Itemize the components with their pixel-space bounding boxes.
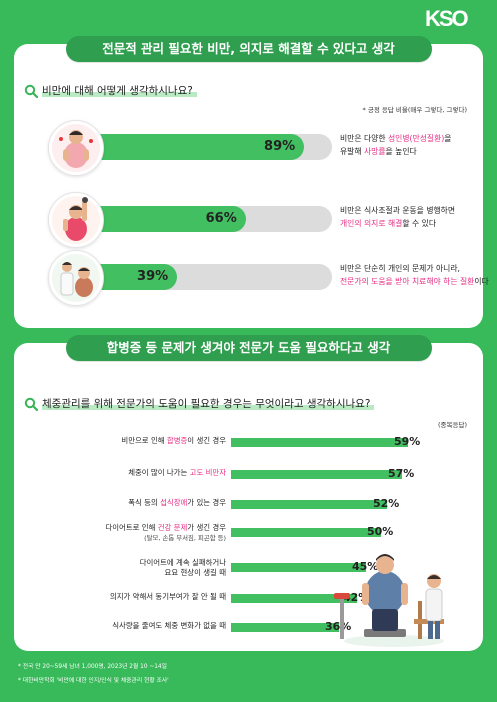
percentage-label: 50% — [367, 525, 394, 538]
percentage-bar-fill — [78, 134, 305, 160]
expert-help-panel: 합병증 등 문제가 생겨야 전문가 도움 필요하다고 생각 체중관리를 위해 전… — [14, 335, 483, 651]
percentage-bar — [231, 594, 357, 603]
search-icon — [24, 84, 38, 98]
percentage-label: 59% — [394, 435, 421, 448]
expert-help-row: 다이어트로 인해 건강 문제가 생긴 경우 (탈모, 손톱 부서짐, 피곤함 등)… — [26, 523, 466, 549]
percentage-label: 89% — [264, 139, 296, 154]
expert-help-row: 다이어트에 계속 실패하거나 요요 현상이 생길 때 45% — [26, 558, 466, 584]
reason-label: 식사량을 줄여도 체중 변화가 없을 때 — [112, 621, 226, 630]
expert-help-row: 비만으로 인해 합병증이 생긴 경우 59% — [26, 435, 466, 459]
percentage-bar — [231, 438, 408, 447]
person-illustration-icon — [48, 120, 104, 176]
percentage-bar — [231, 563, 366, 572]
percentage-bar — [231, 470, 402, 479]
section1-note: * 긍정 응답 비율(매우 그렇다, 그렇다) — [362, 106, 467, 114]
section2-banner: 합병증 등 문제가 생겨야 전문가 도움 필요하다고 생각 — [65, 335, 432, 361]
statement-text: 비만은 식사조절과 운동을 병행하면 개인의 의지로 해결할 수 있다 — [340, 206, 456, 228]
perception-row: 39% 비만은 단순히 개인의 문제가 아니라, 전문가의 도움을 받아 치료해야 … — [48, 250, 489, 306]
footnote-survey: * 전국 만 20~59세 남녀 1,000명, 2023년 2월 10 ~14… — [18, 664, 167, 670]
perception-row: 89% 비만은 다양한 성인병(만성질환)을 유발해 사망률을 높인다 — [48, 120, 488, 176]
percentage-bar — [231, 623, 339, 632]
section1-question: 비만에 대해 어떻게 생각하시나요? — [42, 83, 197, 98]
search-icon — [24, 397, 38, 411]
expert-help-row: 체중이 많이 나가는 고도 비만자 57% — [26, 467, 466, 491]
person-illustration-icon — [48, 250, 104, 306]
percentage-bar-track — [78, 134, 332, 160]
percentage-label: 66% — [205, 211, 237, 226]
percentage-label: 45% — [352, 560, 379, 573]
percentage-bar — [231, 528, 381, 537]
section1-banner: 전문적 관리 필요한 비만, 의지로 해결할 수 있다고 생각 — [65, 36, 432, 62]
expert-help-row: 폭식 등의 섭식장애가 있는 경우 52% — [26, 497, 466, 521]
section2-question: 체중관리를 위해 전문가의 도움이 필요한 경우는 무엇이라고 생각하시나요? — [42, 396, 375, 411]
percentage-bar-fill — [78, 206, 246, 232]
reason-label: 폭식 등의 섭식장애가 있는 경우 — [128, 498, 226, 507]
reason-label: 다이어트에 계속 실패하거나 요요 현상이 생길 때 — [139, 558, 226, 577]
percentage-bar — [231, 500, 387, 509]
percentage-label: 57% — [388, 467, 415, 480]
logo-mark: KSO — [425, 6, 469, 31]
reason-label: 비만으로 인해 합병증이 생긴 경우 — [121, 436, 226, 445]
section2-note: (중복응답) — [438, 421, 467, 429]
percentage-label: 52% — [373, 497, 400, 510]
percentage-bar-track — [78, 206, 332, 232]
weigh-in-illustration — [334, 554, 444, 647]
percentage-label: 36% — [325, 620, 352, 633]
reason-label: 체중이 많이 나가는 고도 비만자 — [128, 468, 226, 477]
statement-text: 비만은 단순히 개인의 문제가 아니라, 전문가의 도움을 받아 치료해야 하는 … — [340, 264, 489, 286]
perception-row: 66% 비만은 식사조절과 운동을 병행하면 개인의 의지로 해결할 수 있다 — [48, 192, 488, 248]
kso-logo: KSO — [425, 8, 483, 42]
person-illustration-icon — [48, 192, 104, 248]
expert-help-row: 식사량을 줄여도 체중 변화가 없을 때 36% — [26, 620, 466, 644]
statement-text: 비만은 다양한 성인병(만성질환)을 유발해 사망률을 높인다 — [340, 134, 452, 156]
percentage-bar-track — [78, 264, 332, 290]
percentage-label: 39% — [137, 269, 169, 284]
footnote-source: * 대한비만학회 '비만에 대한 인지/인식 및 체중관리 현황 조사' — [18, 678, 169, 684]
reason-label: 다이어트로 인해 건강 문제가 생긴 경우 (탈모, 손톱 부서짐, 피곤함 등) — [105, 523, 226, 542]
reason-label: 의지가 약해서 동기부여가 잘 안 될 때 — [109, 592, 226, 601]
obesity-perception-panel: 전문적 관리 필요한 비만, 의지로 해결할 수 있다고 생각 비만에 대해 어… — [14, 36, 489, 328]
